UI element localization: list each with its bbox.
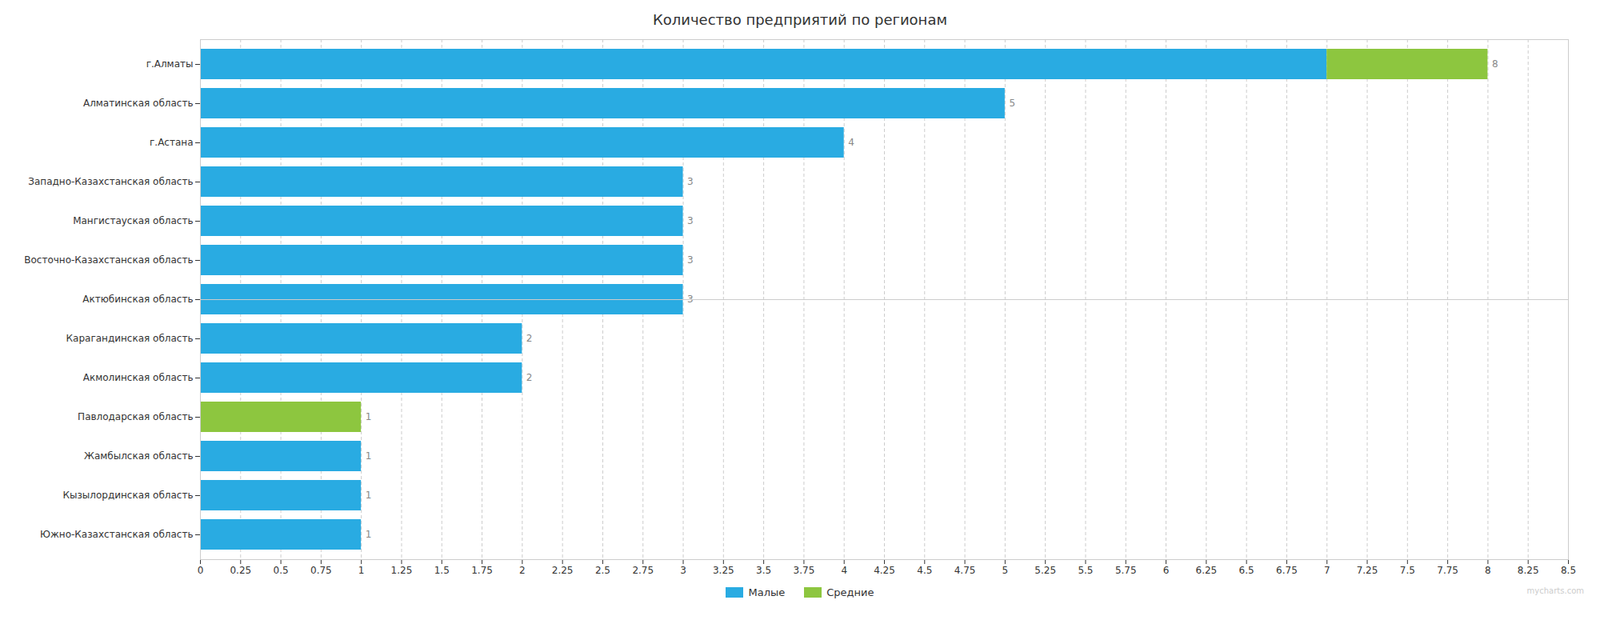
svg-text:3: 3 [687, 215, 694, 227]
html-text:Средние: Средние [826, 586, 874, 599]
svg-text:3: 3 [680, 564, 687, 576]
svg-text:2: 2 [519, 564, 526, 576]
svg-text:Восточно-Казахстанская область: Восточно-Казахстанская область [24, 254, 193, 266]
svg-text:4: 4 [848, 136, 855, 148]
svg-text:г.Алматы: г.Алматы [146, 58, 194, 70]
svg-text:Акмолинская область: Акмолинская область [83, 372, 194, 384]
svg-text:3: 3 [687, 254, 694, 266]
html-text:Малые: Малые [748, 586, 786, 599]
svg-text:1: 1 [358, 564, 365, 576]
svg-text:Жамбылская область: Жамбылская область [84, 450, 194, 462]
svg-text:5.5: 5.5 [1077, 564, 1093, 576]
svg-text:1: 1 [365, 489, 372, 501]
svg-text:8: 8 [1484, 564, 1492, 576]
svg-text:7: 7 [1324, 564, 1331, 576]
svg-text:3.5: 3.5 [756, 564, 772, 576]
svg-text:8.25: 8.25 [1517, 564, 1540, 576]
svg-text:2: 2 [526, 332, 533, 344]
svg-text:4.25: 4.25 [873, 564, 896, 576]
svg-text:2.25: 2.25 [552, 564, 574, 576]
svg-text:0: 0 [197, 564, 204, 576]
svg-text:3.75: 3.75 [793, 564, 816, 576]
svg-text:6.5: 6.5 [1239, 564, 1255, 576]
svg-text:1: 1 [365, 450, 372, 462]
svg-text:5: 5 [1008, 97, 1016, 109]
svg-text:4: 4 [840, 564, 848, 576]
html-text:Количество предприятий по реги: Количество предприятий по регионам [652, 11, 948, 28]
svg-text:Алматинская область: Алматинская область [83, 97, 194, 109]
svg-text:0.25: 0.25 [229, 564, 252, 576]
svg-text:Карагандинская область: Карагандинская область [66, 332, 194, 344]
svg-text:1.5: 1.5 [434, 564, 450, 576]
svg-text:7.5: 7.5 [1400, 564, 1416, 576]
svg-text:6.25: 6.25 [1195, 564, 1217, 576]
svg-text:7.75: 7.75 [1436, 564, 1459, 576]
svg-text:Павлодарская область: Павлодарская область [77, 411, 193, 423]
svg-text:Кызылординская область: Кызылординская область [62, 489, 193, 501]
svg-text:7.25: 7.25 [1356, 564, 1379, 576]
svg-text:5: 5 [1002, 564, 1009, 576]
svg-text:1: 1 [365, 528, 372, 540]
svg-text:2: 2 [526, 372, 533, 384]
svg-text:4.75: 4.75 [954, 564, 976, 576]
svg-text:1: 1 [365, 411, 372, 423]
svg-text:1.25: 1.25 [391, 564, 413, 576]
svg-text:0.75: 0.75 [310, 564, 332, 576]
svg-text:3.25: 3.25 [712, 564, 735, 576]
html-text:mycharts.com: mycharts.com [1526, 586, 1584, 596]
svg-text:6.75: 6.75 [1276, 564, 1298, 576]
svg-text:1.75: 1.75 [471, 564, 493, 576]
svg-text:Западно-Казахстанская область: Западно-Казахстанская область [28, 176, 193, 188]
svg-text:5.75: 5.75 [1115, 564, 1137, 576]
svg-text:5.25: 5.25 [1034, 564, 1056, 576]
svg-text:0.5: 0.5 [273, 564, 289, 576]
svg-text:8.5: 8.5 [1560, 564, 1576, 576]
svg-text:8: 8 [1492, 58, 1499, 70]
svg-text:Актюбинская область: Актюбинская область [82, 293, 193, 305]
svg-text:2.75: 2.75 [632, 564, 654, 576]
svg-text:2.5: 2.5 [595, 564, 611, 576]
svg-text:3: 3 [687, 176, 694, 188]
svg-text:4.5: 4.5 [916, 564, 932, 576]
svg-text:г.Астана: г.Астана [149, 136, 193, 148]
svg-text:Южно-Казахстанская область: Южно-Казахстанская область [40, 528, 193, 540]
svg-text:6: 6 [1163, 564, 1170, 576]
svg-text:Мангистауская область: Мангистауская область [72, 215, 193, 227]
svg-text:3: 3 [687, 293, 694, 306]
